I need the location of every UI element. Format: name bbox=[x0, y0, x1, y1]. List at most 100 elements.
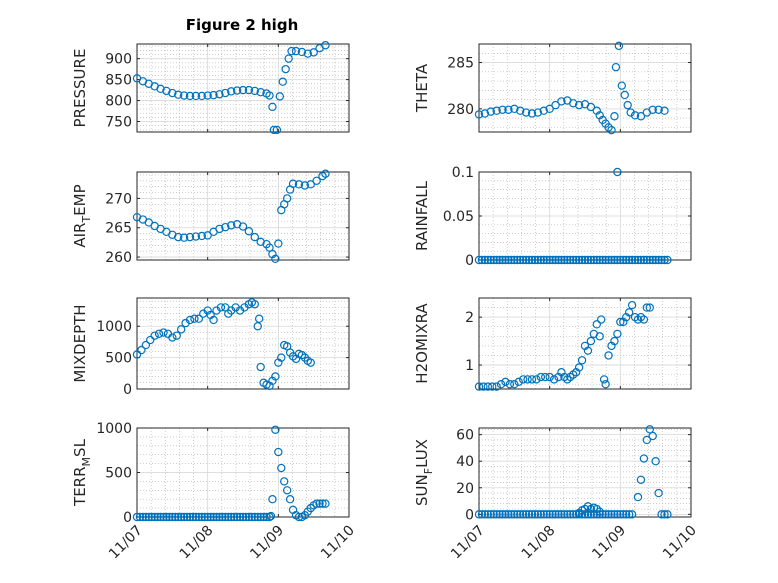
data-point bbox=[486, 107, 495, 116]
data-point bbox=[321, 499, 330, 508]
data-point bbox=[274, 447, 283, 457]
data-point bbox=[541, 372, 550, 382]
y-tick-label: 270 bbox=[105, 191, 132, 207]
data-point bbox=[598, 255, 607, 265]
data-point bbox=[159, 328, 168, 337]
data-point bbox=[539, 106, 548, 115]
data-point bbox=[191, 512, 201, 522]
data-point bbox=[185, 315, 195, 325]
data-point bbox=[530, 510, 540, 519]
data-point bbox=[284, 54, 293, 63]
data-point bbox=[663, 510, 672, 519]
data-point bbox=[254, 314, 264, 323]
data-point bbox=[492, 255, 501, 265]
data-point bbox=[174, 512, 183, 522]
data-point bbox=[533, 108, 543, 117]
data-point bbox=[627, 255, 637, 265]
subplot-air_temp: 260 265 270 AIRTEMP bbox=[71, 169, 350, 266]
data-point bbox=[504, 255, 513, 265]
data-point bbox=[539, 255, 548, 265]
data-point bbox=[294, 512, 304, 522]
data-point bbox=[523, 375, 532, 384]
data-point bbox=[241, 512, 251, 522]
data-point bbox=[533, 510, 543, 519]
data-point bbox=[250, 86, 259, 96]
data-point bbox=[542, 255, 551, 265]
data-point bbox=[654, 488, 663, 498]
data-point bbox=[176, 325, 186, 334]
data-point bbox=[132, 512, 142, 522]
data-point bbox=[524, 255, 534, 265]
data-point bbox=[191, 232, 201, 241]
data-point bbox=[548, 510, 557, 519]
data-point bbox=[610, 336, 619, 346]
data-point bbox=[250, 512, 259, 522]
data-point bbox=[256, 362, 265, 372]
subplot-rainfall: 0 0.05 0.1 RAINFALL bbox=[413, 165, 692, 269]
data-point bbox=[505, 380, 515, 389]
data-point bbox=[227, 221, 236, 230]
data-point bbox=[604, 510, 613, 519]
data-point bbox=[633, 492, 643, 502]
data-point bbox=[176, 512, 186, 522]
data-point bbox=[533, 255, 543, 265]
data-point bbox=[268, 102, 277, 112]
data-point bbox=[486, 510, 495, 519]
data-point bbox=[599, 375, 609, 384]
data-point bbox=[633, 255, 643, 265]
data-point bbox=[521, 510, 531, 519]
data-point bbox=[221, 88, 230, 98]
data-point bbox=[622, 255, 631, 265]
data-point bbox=[488, 382, 497, 391]
data-point bbox=[190, 314, 199, 323]
data-point bbox=[551, 255, 560, 265]
data-point bbox=[212, 512, 221, 522]
data-point bbox=[221, 512, 230, 522]
data-point bbox=[172, 331, 181, 340]
data-point bbox=[507, 255, 516, 265]
data-point bbox=[495, 255, 504, 265]
data-point bbox=[256, 87, 265, 97]
y-tick-label: 20 bbox=[456, 481, 474, 497]
data-point bbox=[569, 510, 578, 519]
data-point bbox=[271, 425, 280, 434]
data-point bbox=[203, 91, 212, 100]
data-point bbox=[294, 180, 304, 189]
y-tick-label: 0 bbox=[123, 510, 132, 526]
y-tick-label: 900 bbox=[105, 52, 132, 68]
data-point bbox=[227, 87, 236, 96]
y-axis-label: AIRTEMP bbox=[71, 184, 93, 247]
data-point bbox=[504, 105, 513, 114]
data-point bbox=[610, 255, 619, 265]
data-point bbox=[613, 255, 622, 265]
data-point bbox=[607, 125, 616, 135]
y-axis-label: TERRMSL bbox=[71, 438, 93, 507]
data-point bbox=[238, 512, 248, 522]
data-point bbox=[613, 510, 622, 519]
data-point bbox=[651, 255, 660, 265]
data-point bbox=[563, 510, 572, 519]
data-point bbox=[138, 512, 148, 522]
data-point bbox=[596, 315, 606, 324]
data-point bbox=[474, 382, 484, 391]
data-point bbox=[616, 510, 625, 519]
data-point bbox=[548, 255, 557, 265]
data-point bbox=[185, 512, 195, 522]
data-point bbox=[589, 255, 599, 265]
data-point bbox=[510, 104, 519, 114]
data-point bbox=[191, 91, 201, 101]
data-point bbox=[610, 510, 619, 519]
data-point bbox=[171, 512, 180, 522]
data-point bbox=[660, 255, 669, 265]
data-point bbox=[521, 255, 531, 265]
data-point bbox=[580, 255, 590, 265]
data-point bbox=[513, 255, 522, 265]
data-point bbox=[622, 510, 631, 519]
data-point bbox=[179, 91, 189, 100]
data-point bbox=[150, 512, 159, 522]
data-point bbox=[209, 90, 218, 100]
data-point bbox=[624, 308, 634, 317]
data-point bbox=[287, 46, 296, 56]
data-point bbox=[648, 255, 657, 265]
data-point bbox=[536, 510, 546, 519]
